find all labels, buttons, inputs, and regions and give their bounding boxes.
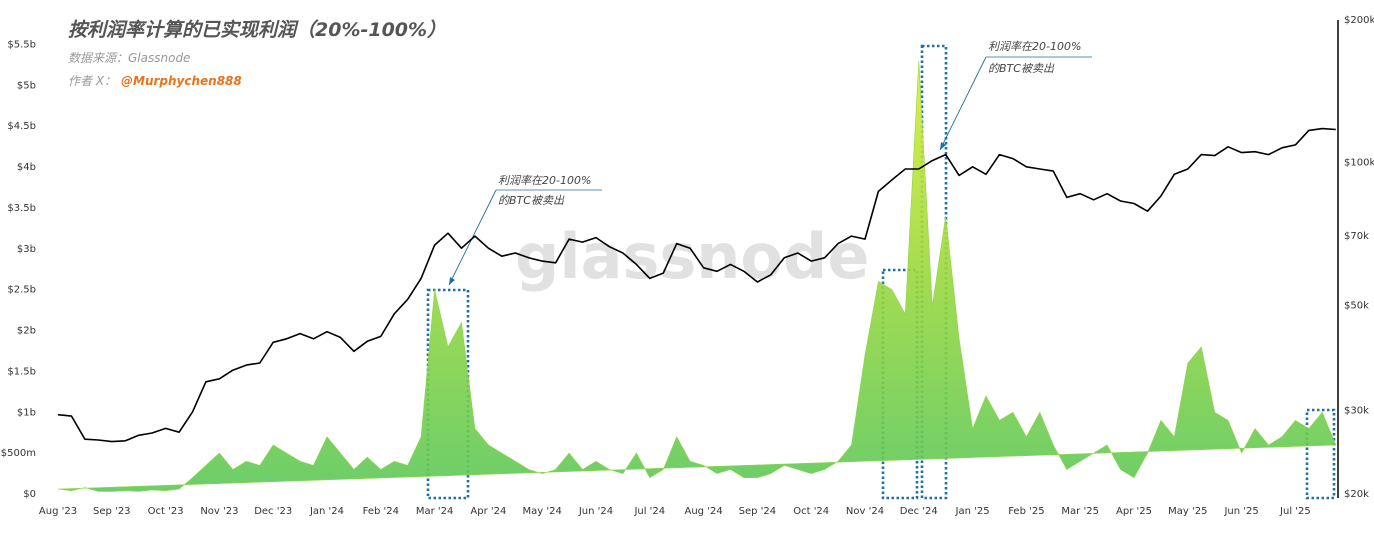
x-tick-label: Apr '24 [470,506,506,517]
x-tick-label: Oct '23 [148,506,184,517]
x-tick-label: Apr '25 [1116,506,1152,517]
x-tick-label: Jan '24 [309,506,344,517]
x-tick-label: Jan '25 [955,506,990,517]
x-tick-label: Nov '23 [200,506,238,517]
x-tick-label: Sep '24 [739,506,777,517]
x-tick-label: May '24 [523,506,562,517]
x-tick-label: Feb '25 [1008,506,1044,517]
y-tick-label: $1b [17,407,36,418]
y2-tick-label: $100k [1344,158,1374,169]
y-tick-label: $1.5b [7,366,36,377]
x-tick-label: Dec '24 [900,506,938,517]
y-tick-label: $4.5b [7,121,36,132]
watermark: glassnode [515,220,869,293]
y-tick-label: $4b [17,162,36,173]
y2-tick-label: $70k [1344,231,1369,242]
x-tick-label: Mar '24 [416,506,454,517]
y2-tick-label: $200k [1344,15,1374,26]
annotation-arrow [939,56,987,151]
x-tick-label: Aug '24 [685,506,723,517]
x-tick-label: Aug '23 [39,506,77,517]
annotation: 利润率在20-100% [498,174,591,187]
chart-title: 按利润率计算的已实现利润（20%-100%） [68,19,446,41]
x-tick-label: Jun '24 [578,506,613,517]
x-tick-label: Nov '24 [846,506,884,517]
annotation: 利润率在20-100% [988,40,1081,53]
x-tick-label: May '25 [1168,506,1207,517]
x-tick-label: Feb '24 [363,506,399,517]
x-tick-label: Dec '23 [254,506,292,517]
author-label: 作者 X： [68,74,116,88]
y-tick-label: $3.5b [7,203,36,214]
price-line [57,127,1336,443]
x-tick-label: Mar '25 [1061,506,1099,517]
y-tick-label: $5b [17,80,36,91]
y2-tick-label: $50k [1344,300,1369,311]
annotation: 的BTC被卖出 [498,194,565,207]
x-tick-label: Jul '25 [1279,506,1311,517]
arrow-head [449,277,455,285]
y-tick-label: $2.5b [7,285,36,296]
author: @Murphychen888 [121,74,242,88]
x-tick-label: Oct '24 [793,506,829,517]
y-tick-label: $3b [17,244,36,255]
x-tick-label: Jul '24 [633,506,665,517]
arrow-head [940,142,946,150]
y-tick-label: $500m [1,448,36,459]
annotation: 的BTC被卖出 [988,62,1055,75]
subtitle: 数据来源：Glassnode [68,51,190,65]
profit-area [57,60,1337,492]
x-tick-label: Sep '23 [93,506,131,517]
y-tick-label: $2b [17,326,36,337]
highlight-box [1305,408,1336,500]
y2-tick-label: $20k [1344,489,1369,500]
y-tick-label: $5.5b [7,40,36,51]
y-tick-label: $0 [23,489,36,500]
x-tick-label: Jun '25 [1223,506,1258,517]
y2-tick-label: $30k [1344,406,1369,417]
